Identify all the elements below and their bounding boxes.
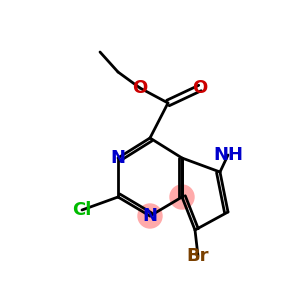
Text: Br: Br — [187, 247, 209, 265]
Text: N: N — [110, 149, 125, 167]
Text: N: N — [142, 207, 158, 225]
Circle shape — [138, 204, 162, 228]
Text: O: O — [132, 79, 148, 97]
Text: O: O — [192, 79, 208, 97]
Circle shape — [170, 185, 194, 209]
Text: Cl: Cl — [72, 201, 92, 219]
Text: NH: NH — [213, 146, 243, 164]
